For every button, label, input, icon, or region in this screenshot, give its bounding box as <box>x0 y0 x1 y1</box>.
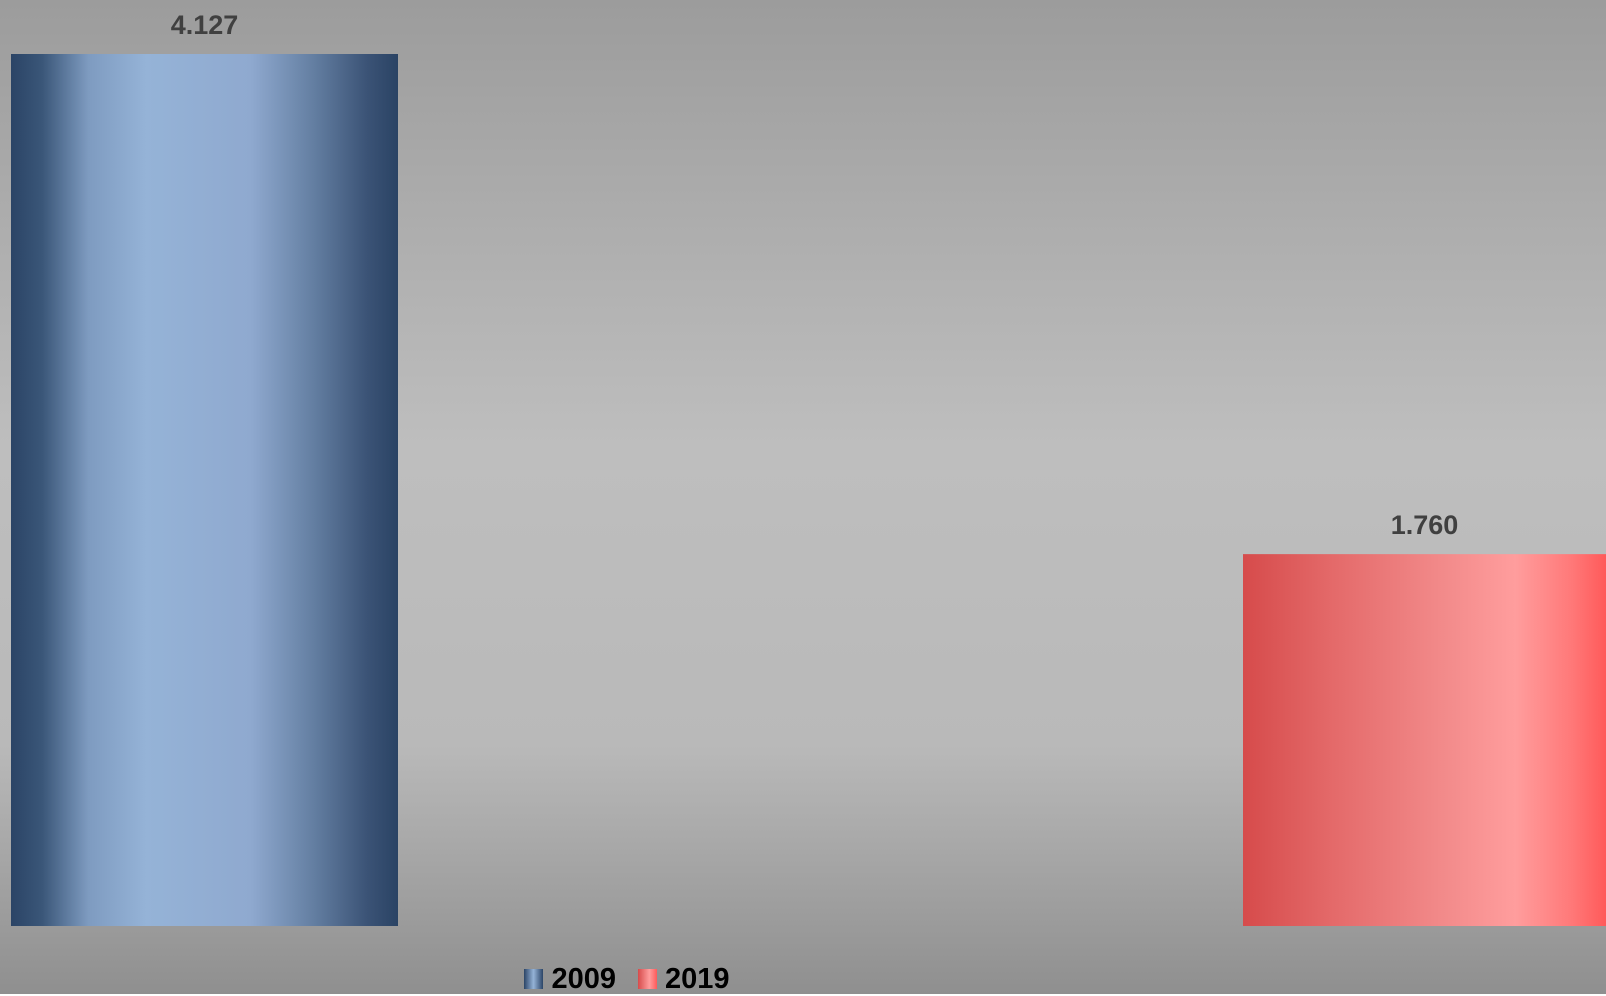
legend-label-2019: 2019 <box>665 962 730 995</box>
legend-item-2019: 2019 <box>638 963 730 996</box>
legend: 2009 2019 <box>0 962 1254 996</box>
legend-swatch-2019 <box>638 969 657 989</box>
data-label-2019: 1.760 <box>1391 510 1459 540</box>
legend-swatch-2009 <box>524 969 544 989</box>
bar-2009 <box>11 54 398 926</box>
bar-2019 <box>1243 554 1606 926</box>
legend-label-2009: 2009 <box>551 962 616 995</box>
legend-item-2009: 2009 <box>524 963 616 996</box>
data-label-2009: 4.127 <box>171 10 239 40</box>
